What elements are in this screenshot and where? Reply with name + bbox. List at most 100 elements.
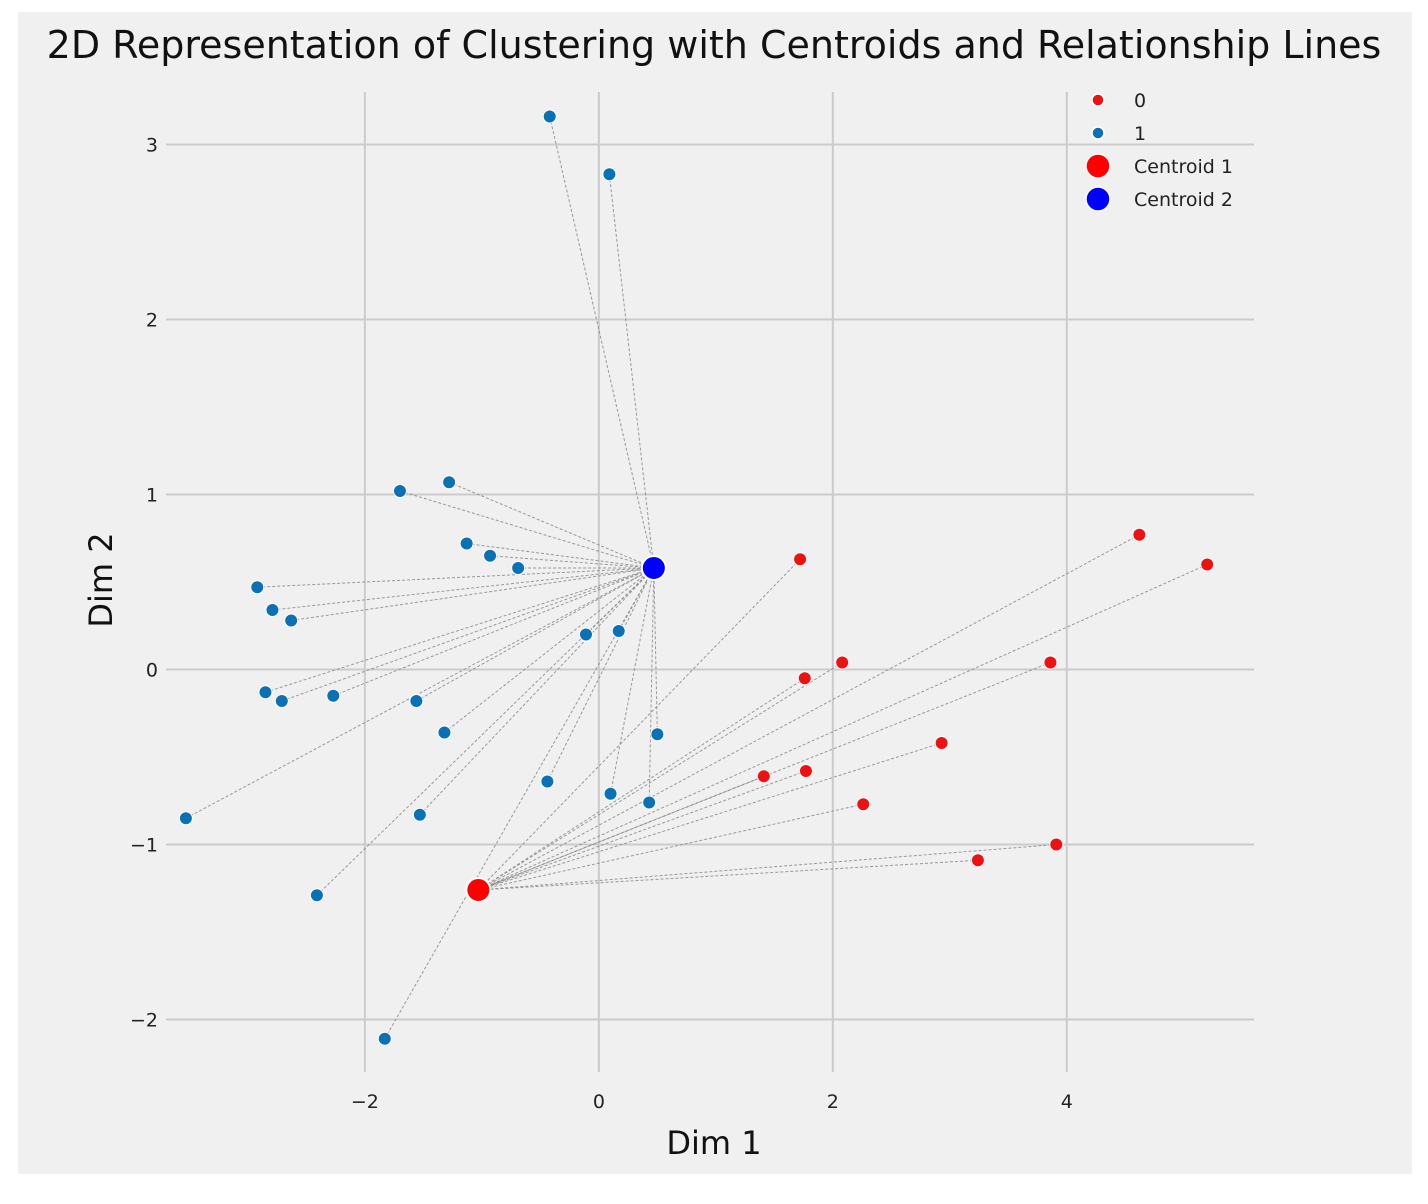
y-axis-label: Dim 2 xyxy=(82,532,120,627)
relationship-line xyxy=(648,567,655,803)
relationship-line xyxy=(478,844,1057,891)
relationship-line xyxy=(291,567,654,621)
relationship-line xyxy=(478,803,864,891)
relationship-line xyxy=(610,567,655,794)
cluster-0-point xyxy=(1043,655,1058,670)
cluster-1-point xyxy=(611,624,626,638)
relationship-line xyxy=(478,534,1140,891)
chart-title: 2D Representation of Clustering with Cen… xyxy=(47,23,1382,67)
cluster-0-point xyxy=(798,764,813,778)
relationship-line xyxy=(478,662,843,891)
legend-marker xyxy=(1091,126,1105,140)
data-points xyxy=(178,109,1215,1046)
relationship-line xyxy=(478,558,801,891)
cluster-0-point xyxy=(1132,527,1147,542)
relationship-line xyxy=(399,490,654,569)
y-tick-label: −2 xyxy=(130,1010,158,1032)
cluster-1-point xyxy=(377,1031,392,1046)
y-tick-label: 3 xyxy=(146,135,158,157)
relationship-line xyxy=(265,567,654,693)
figure: 2D Representation of Clustering with Cen… xyxy=(18,12,1412,1174)
cluster-0-point xyxy=(756,769,771,784)
relationship-line xyxy=(478,775,765,891)
cluster-1-point xyxy=(459,536,474,551)
cluster-1-point xyxy=(412,807,427,822)
cluster-1-point xyxy=(602,167,617,182)
legend-label: 0 xyxy=(1134,90,1146,112)
cluster-1-point xyxy=(511,561,526,575)
relationship-line xyxy=(478,677,806,891)
scatter-chart: 2D Representation of Clustering with Cen… xyxy=(47,23,1382,1162)
legend-marker xyxy=(1085,186,1111,212)
cluster-0-point xyxy=(856,797,871,812)
centroid-markers xyxy=(465,555,667,903)
cluster-1-point xyxy=(642,795,657,810)
cluster-0-point xyxy=(793,552,808,567)
relationship-line xyxy=(546,567,655,782)
cluster-0-point xyxy=(934,736,949,750)
relationship-lines xyxy=(185,116,1208,1039)
y-tick-label: 1 xyxy=(146,485,158,507)
centroid-1-marker xyxy=(465,877,492,903)
cluster-0-point xyxy=(835,655,850,670)
legend-label: 1 xyxy=(1134,123,1146,145)
x-tick-label: 0 xyxy=(593,1091,605,1113)
legend: 0 1 Centroid 1 Centroid 2 xyxy=(1085,90,1233,212)
relationship-line xyxy=(466,543,654,569)
relationship-line xyxy=(281,567,655,702)
tick-labels: −2 0 2 4 −2 −1 0 1 2 3 xyxy=(130,135,1073,1114)
relationship-line xyxy=(448,481,655,569)
relationship-line xyxy=(478,742,942,891)
cluster-0-point xyxy=(970,853,985,868)
relationship-line xyxy=(416,567,655,702)
relationship-line xyxy=(444,567,655,733)
cluster-1-point xyxy=(265,603,280,617)
relationship-line xyxy=(257,567,654,588)
cluster-0-point xyxy=(1049,837,1064,852)
x-tick-label: 2 xyxy=(827,1091,839,1113)
x-axis-label: Dim 1 xyxy=(666,1124,761,1162)
cluster-1-point xyxy=(603,786,618,801)
cluster-1-point xyxy=(258,685,273,700)
relationship-line xyxy=(185,567,655,819)
legend-label: Centroid 2 xyxy=(1134,189,1233,211)
relationship-line xyxy=(333,567,655,697)
legend-marker xyxy=(1091,93,1105,107)
relationship-line xyxy=(272,567,654,611)
cluster-1-point xyxy=(542,109,557,124)
centroid-2-marker xyxy=(640,555,667,581)
relationship-line xyxy=(549,116,655,569)
cluster-1-point xyxy=(409,694,424,708)
cluster-1-point xyxy=(578,627,593,642)
legend-marker xyxy=(1085,153,1111,179)
relationship-line xyxy=(419,567,655,816)
cluster-0-point xyxy=(797,671,812,686)
cluster-1-point xyxy=(250,580,265,595)
cluster-1-point xyxy=(284,613,299,628)
x-tick-label: −2 xyxy=(351,1091,379,1113)
cluster-1-point xyxy=(483,548,498,563)
y-tick-label: 2 xyxy=(146,310,158,332)
cluster-1-point xyxy=(326,688,341,703)
grid xyxy=(166,92,1254,1072)
relationship-line xyxy=(608,174,655,569)
cluster-1-point xyxy=(540,774,555,789)
relationship-line xyxy=(384,567,655,1039)
legend-label: Centroid 1 xyxy=(1134,156,1233,178)
cluster-1-point xyxy=(650,727,665,742)
cluster-1-point xyxy=(178,811,193,826)
relationship-line xyxy=(478,564,1208,891)
relationship-line xyxy=(653,567,658,735)
cluster-1-point xyxy=(442,475,457,490)
cluster-1-point xyxy=(274,694,289,708)
y-tick-label: −1 xyxy=(130,835,158,857)
relationship-line xyxy=(316,567,655,896)
x-tick-label: 4 xyxy=(1061,1091,1073,1113)
cluster-0-point xyxy=(1200,557,1215,572)
relationship-line xyxy=(490,555,654,569)
cluster-1-point xyxy=(392,484,407,498)
relationship-line xyxy=(478,859,978,891)
relationship-line xyxy=(478,770,807,891)
cluster-1-point xyxy=(309,888,324,903)
cluster-1-point xyxy=(437,725,452,740)
